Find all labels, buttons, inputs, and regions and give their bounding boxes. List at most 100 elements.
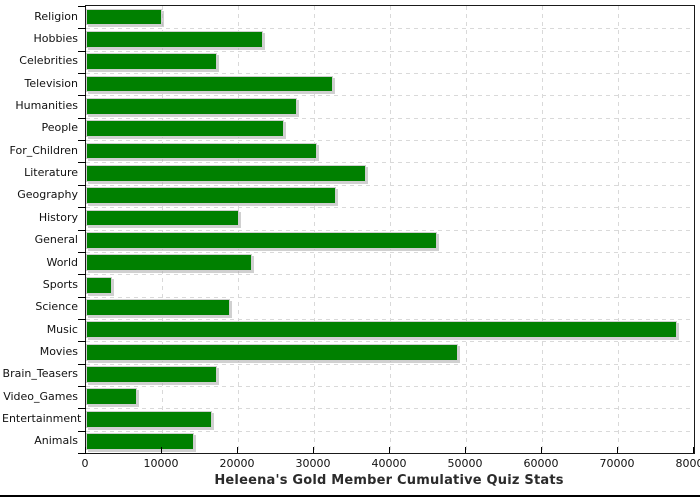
horizontal-gridline <box>86 274 694 276</box>
horizontal-gridline <box>86 385 694 387</box>
y-axis-tick <box>78 430 86 432</box>
y-axis-tick <box>78 117 86 119</box>
bar-history <box>86 209 239 227</box>
y-axis-tick <box>78 50 86 52</box>
y-axis-tick <box>78 453 86 454</box>
y-axis-tick <box>78 140 86 142</box>
x-axis-tick-label: 80000 <box>675 457 700 470</box>
y-axis-label-religion: Religion <box>34 9 78 23</box>
bottom-divider <box>0 495 700 497</box>
x-axis-tick-label: 20000 <box>219 457 255 470</box>
x-axis-tick-label: 60000 <box>523 457 559 470</box>
horizontal-gridline <box>86 229 694 231</box>
y-axis-label-animals: Animals <box>34 434 78 448</box>
y-axis-tick <box>78 251 86 253</box>
bar-animals <box>86 433 194 450</box>
horizontal-gridline <box>86 140 694 142</box>
bar-humanities <box>86 97 297 115</box>
bar-for_children <box>86 142 318 160</box>
horizontal-gridline <box>86 430 694 432</box>
y-axis-label-sports: Sports <box>42 277 78 291</box>
plot-area <box>78 5 695 454</box>
x-axis-tick <box>389 447 390 453</box>
bar-television <box>86 75 333 93</box>
bar-video_games <box>86 388 137 406</box>
y-axis-label-video_games: Video_Games <box>3 389 78 403</box>
y-axis-tick <box>78 28 86 30</box>
bar-hobbies <box>86 30 264 48</box>
y-axis-tick <box>78 385 86 387</box>
chart-title: Heleena's Gold Member Cumulative Quiz St… <box>214 473 564 488</box>
bar-geography <box>86 187 337 205</box>
y-axis-label-brain_teasers: Brain_Teasers <box>2 367 78 381</box>
y-axis-tick <box>78 73 86 75</box>
y-axis-tick <box>78 296 86 298</box>
x-axis-tick-label: 40000 <box>371 457 407 470</box>
bar-music <box>86 321 677 339</box>
y-axis-tick <box>78 363 86 365</box>
horizontal-gridline <box>86 28 694 30</box>
y-axis-label-entertainment: Entertainment <box>2 411 82 425</box>
horizontal-gridline <box>86 296 694 298</box>
horizontal-gridline <box>86 341 694 343</box>
x-axis-tick <box>541 447 542 453</box>
x-axis-tick <box>85 447 86 453</box>
y-axis-tick <box>78 207 86 209</box>
bar-people <box>86 120 284 138</box>
bar-brain_teasers <box>86 366 218 383</box>
x-axis-tick-label: 10000 <box>143 457 179 470</box>
horizontal-gridline <box>86 251 694 253</box>
horizontal-gridline <box>86 207 694 209</box>
y-axis-label-movies: Movies <box>39 344 78 358</box>
y-axis-label-for_children: For_Children <box>9 143 78 157</box>
bar-entertainment <box>86 410 213 428</box>
y-axis-label-hobbies: Hobbies <box>33 32 78 46</box>
x-axis-tick-label: 70000 <box>599 457 635 470</box>
bar-literature <box>86 164 366 182</box>
x-axis-tick-label: 0 <box>81 457 89 470</box>
y-axis-label-music: Music <box>46 322 78 336</box>
y-axis-tick <box>78 408 86 410</box>
y-axis-label-geography: Geography <box>17 188 78 202</box>
y-axis-label-literature: Literature <box>24 166 78 180</box>
y-axis-label-people: People <box>41 121 78 135</box>
y-axis-label-world: World <box>46 255 78 269</box>
horizontal-gridline <box>86 95 694 97</box>
x-axis-tick <box>237 447 238 453</box>
horizontal-gridline <box>86 363 694 365</box>
horizontal-gridline <box>86 318 694 320</box>
bar-religion <box>86 8 162 26</box>
horizontal-gridline <box>86 162 694 164</box>
x-axis-tick-label: 50000 <box>447 457 483 470</box>
x-axis-tick <box>617 447 618 453</box>
horizontal-gridline <box>86 184 694 186</box>
bar-general <box>86 232 438 249</box>
x-axis-tick <box>693 447 694 453</box>
y-axis-label-celebrities: Celebrities <box>19 54 78 68</box>
y-axis-label-general: General <box>34 233 78 247</box>
bar-celebrities <box>86 53 217 71</box>
horizontal-gridline <box>86 50 694 52</box>
y-axis-tick <box>78 274 86 276</box>
y-axis-tick <box>78 318 86 320</box>
y-axis-tick <box>78 184 86 186</box>
horizontal-gridline <box>86 73 694 75</box>
y-axis-tick <box>78 162 86 164</box>
y-axis-tick <box>78 229 86 231</box>
x-axis-tick <box>161 447 162 453</box>
x-axis-tick <box>313 447 314 453</box>
y-axis-label-humanities: Humanities <box>15 99 78 113</box>
x-axis-tick <box>465 447 466 453</box>
y-axis-tick <box>78 6 86 7</box>
bar-world <box>86 254 253 272</box>
horizontal-gridline <box>86 117 694 119</box>
y-axis-tick <box>78 95 86 97</box>
y-axis-tick <box>78 341 86 343</box>
y-axis-label-science: Science <box>35 300 78 314</box>
bar-movies <box>86 343 459 361</box>
y-axis-label-history: History <box>38 210 78 224</box>
x-axis-tick-label: 30000 <box>295 457 331 470</box>
y-axis-label-television: Television <box>24 76 79 90</box>
bar-sports <box>86 276 112 294</box>
